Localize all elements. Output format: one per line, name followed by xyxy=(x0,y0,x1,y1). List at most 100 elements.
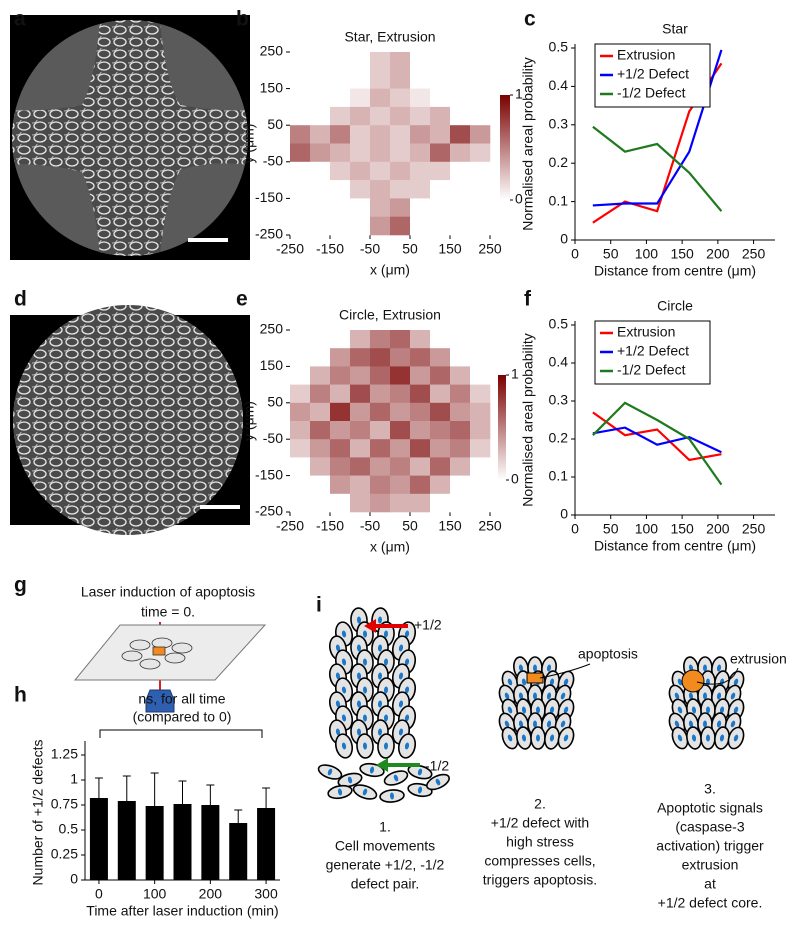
y-axis-label: Number of +1/2 defects xyxy=(30,740,46,886)
step-caption: Apoptotic signals xyxy=(657,800,763,816)
cell-diagram xyxy=(317,607,745,803)
y-tick-label: 0 xyxy=(560,231,568,247)
nucleus xyxy=(335,728,341,736)
error-bar xyxy=(122,775,131,801)
panel-letter: a xyxy=(14,8,26,31)
nucleus xyxy=(398,672,404,680)
nucleus xyxy=(377,728,383,736)
heat-cell xyxy=(350,439,371,458)
heat-cell xyxy=(390,52,411,71)
heat-cell xyxy=(310,125,331,144)
heat-cell xyxy=(290,125,311,144)
heat-cell xyxy=(290,439,311,458)
heat-cell xyxy=(350,125,371,144)
error-bar xyxy=(150,772,159,806)
heat-cell xyxy=(410,180,431,199)
panel-letter: d xyxy=(14,288,27,311)
step-caption: +1/2 defect with xyxy=(491,815,589,831)
heat-cell xyxy=(430,439,451,458)
heat-cell xyxy=(450,475,471,495)
nucleus xyxy=(533,692,537,700)
heat-cell xyxy=(450,143,471,163)
heat-cell xyxy=(470,52,491,71)
line xyxy=(592,426,722,454)
heat-cell xyxy=(290,348,311,367)
nucleus xyxy=(563,734,569,742)
heat-cell xyxy=(470,475,491,495)
y-tick-label: 0 xyxy=(70,871,78,887)
nucleus xyxy=(691,706,697,714)
y-tick-label: 0.1 xyxy=(549,468,569,484)
y-tick-label: 0.1 xyxy=(549,192,569,208)
heat-cell xyxy=(390,439,411,458)
heat-cell xyxy=(410,402,431,422)
heat-cell xyxy=(430,421,451,440)
heat-cell xyxy=(430,198,451,217)
heat-cell xyxy=(450,421,471,440)
x-axis-label: Distance from centre (μm) xyxy=(594,538,756,554)
heat-cell xyxy=(290,180,311,199)
chart-title: Circle, Extrusion xyxy=(339,307,441,323)
colorbar xyxy=(498,375,506,480)
heat-cell xyxy=(430,384,451,404)
heat-cell xyxy=(410,198,431,217)
error-bar xyxy=(234,809,243,823)
nucleus xyxy=(549,678,555,686)
heat-cell xyxy=(370,180,391,199)
nucleus xyxy=(377,672,383,680)
heat-cell xyxy=(370,52,391,71)
heat-cell xyxy=(330,421,351,440)
nucleus xyxy=(383,714,389,722)
heat-cell xyxy=(290,70,311,89)
nucleus xyxy=(533,720,537,728)
error-bar xyxy=(178,780,187,804)
heat-cell xyxy=(390,475,411,495)
heat-cell xyxy=(450,88,471,108)
nucleus xyxy=(398,644,404,652)
nucleus xyxy=(362,658,368,666)
heat-cell xyxy=(470,88,491,108)
heat-cell xyxy=(350,198,371,217)
x-tick-label: 50 xyxy=(603,521,619,537)
nucleus xyxy=(335,700,341,708)
nucleus xyxy=(356,616,362,624)
heat-cell xyxy=(390,366,411,385)
y-tick-label: 50 xyxy=(267,394,283,410)
heat-cell xyxy=(310,198,331,217)
heat-cell xyxy=(370,88,391,108)
heat-cell xyxy=(330,348,351,367)
panel-letter: c xyxy=(524,8,536,31)
heat-cell xyxy=(410,348,431,367)
heat-cell xyxy=(470,216,491,236)
heat-cell xyxy=(410,366,431,385)
heat-cell xyxy=(330,330,351,349)
heat-cell xyxy=(470,70,491,89)
x-tick-label: 200 xyxy=(199,886,223,902)
nucleus xyxy=(362,630,368,638)
step-caption: +1/2 defect core. xyxy=(658,895,763,911)
heat-cell xyxy=(290,52,311,71)
heat-cell xyxy=(450,439,471,458)
nucleus xyxy=(733,734,739,742)
panel-letter: b xyxy=(236,8,249,31)
step-caption: triggers apoptosis. xyxy=(483,872,597,888)
heat-cell xyxy=(450,330,471,349)
x-tick-label: 50 xyxy=(603,246,619,262)
nucleus xyxy=(563,678,569,686)
micrograph-circle xyxy=(10,305,250,535)
nucleus xyxy=(560,692,566,700)
nucleus xyxy=(716,692,722,700)
heat-cell xyxy=(410,330,431,349)
heat-cell xyxy=(350,161,371,181)
y-tick-label: 1.25 xyxy=(51,746,78,762)
nucleus xyxy=(347,776,353,784)
heat-cell xyxy=(390,216,411,236)
y-tick-label: 0.2 xyxy=(549,154,569,170)
bar xyxy=(145,806,164,880)
heat-cell xyxy=(290,198,311,217)
heat-cell xyxy=(450,216,471,236)
nucleus xyxy=(383,742,389,750)
heat-cell xyxy=(470,161,491,181)
x-tick-label: 50 xyxy=(402,241,418,257)
